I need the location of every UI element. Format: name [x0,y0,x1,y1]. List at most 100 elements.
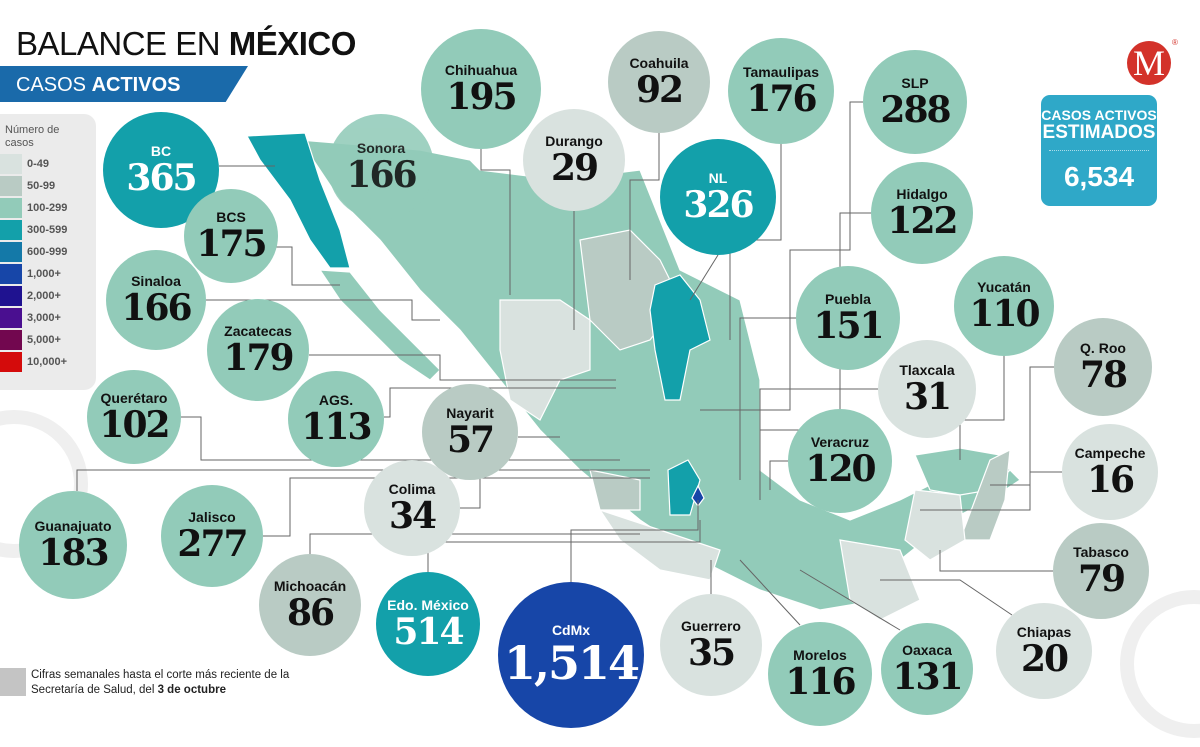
estimated-value: 6,534 [1063,161,1135,192]
legend-label: 50-99 [27,180,56,192]
state-name: BCS [216,209,246,225]
legend-label: 600-999 [27,246,68,258]
legend-item: 1,000+ [0,264,61,284]
state-bubble: Tlaxcala 31 [878,340,976,438]
legend-item: 2,000+ [0,286,61,306]
state-value: 86 [286,592,335,634]
state-value: 365 [126,157,197,199]
state-bubble: AGS. 113 [288,371,384,467]
legend-swatch [0,352,22,372]
state-value: 31 [903,376,952,418]
state-name: Hidalgo [896,186,948,202]
state-name: AGS. [318,392,354,408]
state-bubble: NL 326 [660,139,776,255]
legend-item: 300-599 [0,220,67,240]
state-value: 116 [785,661,856,703]
subtitle-bar [0,66,248,102]
state-name: Campeche [1074,445,1146,461]
legend-label: 300-599 [27,224,68,236]
subtitle-regular: CASOS [16,74,92,96]
state-bubble: Colima 34 [364,460,460,556]
state-name: Guerrero [681,618,741,634]
state-name: Sinaloa [131,273,181,289]
footnote-date: 3 de octubre [157,684,226,696]
map-region-michoacan [589,469,641,511]
state-value: 183 [38,532,109,574]
state-name: Tlaxcala [899,362,955,378]
state-value: 35 [687,632,736,674]
legend-swatch [0,220,22,240]
state-bubble: Guanajuato 183 [19,491,127,599]
estimated-divider [1049,150,1149,151]
estimated-cases-box: CASOS ACTIVOS ESTIMADOS 6,534 [1041,95,1157,206]
state-name: Veracruz [810,434,870,450]
state-name: Tamaulipas [743,64,819,80]
state-name: Puebla [825,291,871,307]
state-value: 195 [446,76,517,118]
legend-swatch [0,286,22,306]
state-value: 131 [892,656,963,698]
state-bubble: Chihuahua 195 [421,29,541,149]
state-bubble: Yucatán 110 [954,256,1054,356]
state-value: 102 [99,404,170,446]
estimated-line1: CASOS ACTIVOS [1041,107,1157,123]
state-value: 110 [969,293,1040,335]
state-bubble: Querétaro 102 [87,370,181,464]
state-name: Edo. México [387,597,469,613]
title-bold: MÉXICO [228,25,357,62]
legend-item: 3,000+ [0,308,61,328]
state-name: CdMx [551,622,591,638]
state-name: Oaxaca [902,642,952,658]
state-bubble: Hidalgo 122 [871,162,973,264]
legend-title: Número de casos [5,124,60,149]
map-region-bc [246,132,351,269]
state-value: 514 [393,611,464,653]
page-title: BALANCE EN MÉXICO [16,25,356,63]
legend-item: 100-299 [0,198,67,218]
state-name: Durango [545,133,603,149]
map-region-bcs [318,269,441,381]
state-bubble: Tabasco 79 [1053,523,1149,619]
state-value: 151 [813,305,884,347]
state-value: 57 [446,419,495,461]
state-value: 20 [1020,638,1069,680]
state-value: 179 [223,337,294,379]
subtitle-bold: ACTIVOS [91,74,181,96]
state-bubble: Morelos 116 [768,622,872,726]
state-value: 175 [196,223,267,265]
map-region-cdmx [691,484,705,507]
milenio-logo: M [1127,41,1171,85]
state-name: Jalisco [188,509,236,525]
legend-label: 0-49 [27,158,50,170]
footnote-line1: Cifras semanales hasta el corte más reci… [31,669,290,681]
legend-label: 3,000+ [27,312,61,324]
state-value: 16 [1086,459,1135,501]
state-name: NL [708,170,728,186]
footnote-line2: Secretaría de Salud, del [31,684,158,696]
state-value: 34 [388,495,437,537]
state-value: 166 [121,287,192,329]
state-name: Chihuahua [444,62,518,78]
state-name: Nayarit [446,405,494,421]
map-region-qroo [959,448,1011,541]
state-name: Coahuila [629,55,689,71]
state-bubble: Sinaloa 166 [106,250,206,350]
state-name: Yucatán [977,279,1031,295]
state-name: Guanajuato [34,518,112,534]
footnote: Cifras semanales hasta el corte más reci… [31,668,289,698]
legend-swatch [0,198,22,218]
title-regular: BALANCE EN [16,25,229,62]
legend-label: 5,000+ [27,334,61,346]
map-region-nl [649,274,711,401]
state-name: Morelos [793,647,847,663]
legend-label: 1,000+ [27,268,61,280]
state-value: 1,514 [503,636,640,690]
state-value: 326 [683,184,754,226]
state-value: 176 [746,78,817,120]
state-name: Sonora [356,140,406,156]
state-value: 122 [887,200,958,242]
state-value: 166 [346,154,417,196]
estimated-line2: ESTIMADOS [1042,122,1156,143]
state-bubble: Nayarit 57 [422,384,518,480]
state-name: Zacatecas [224,323,292,339]
